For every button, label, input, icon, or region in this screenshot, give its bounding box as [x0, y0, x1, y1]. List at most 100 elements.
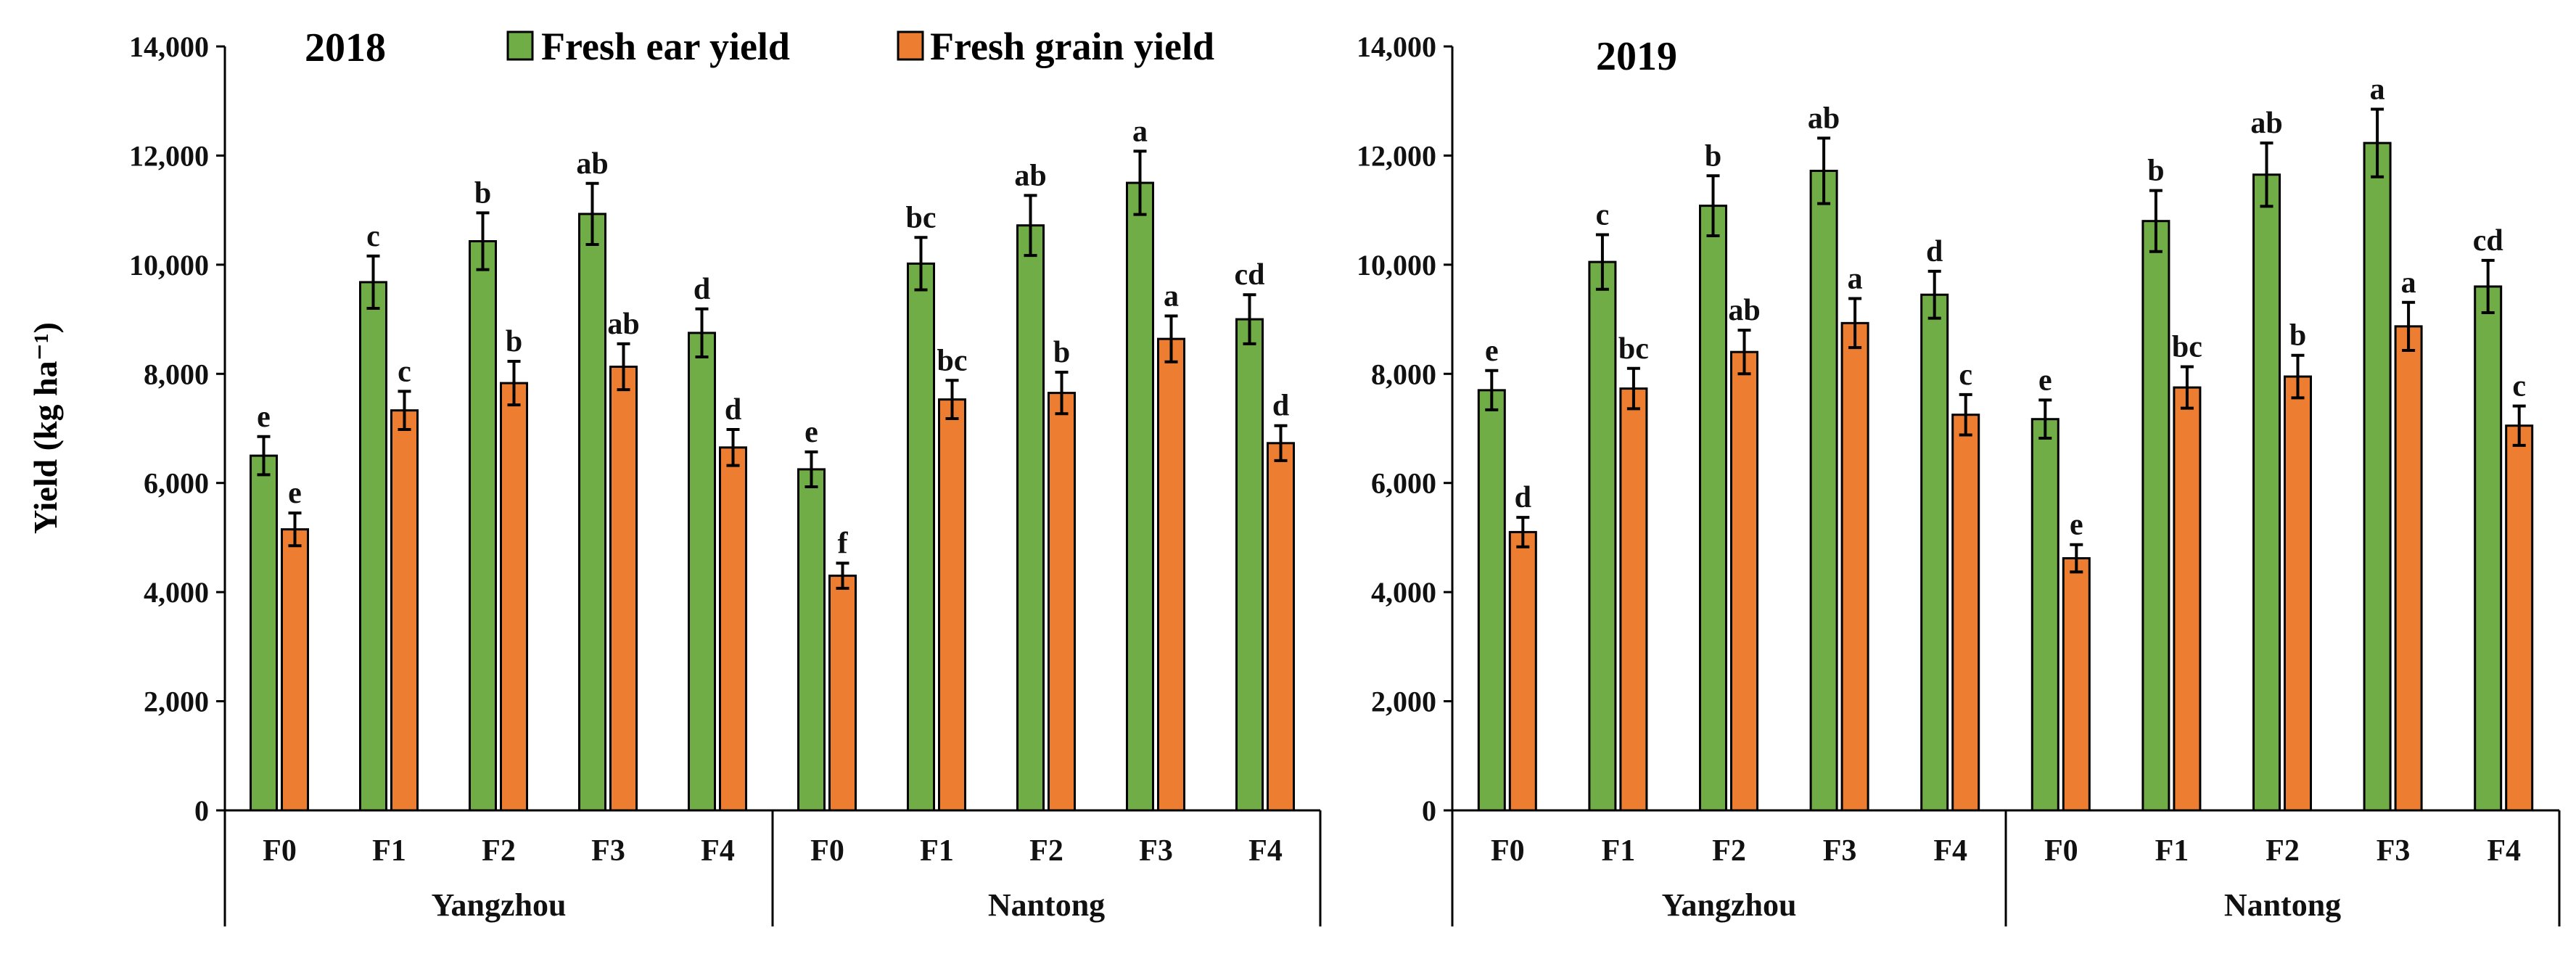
- ear-yield-bar: [2363, 141, 2392, 812]
- significance-letter: a: [1848, 262, 1863, 295]
- location-label: Yangzhou: [1662, 887, 1797, 923]
- panel-title: 2018: [305, 25, 386, 70]
- ear-yield-bar: [1699, 205, 1727, 812]
- ear-yield-bar: [1809, 169, 1838, 812]
- category-label: F0: [810, 834, 844, 868]
- error-bar: [914, 236, 928, 292]
- y-tick-label: 8,000: [1371, 358, 1436, 390]
- grain-yield-bar: [1157, 337, 1185, 812]
- significance-letter: e: [288, 477, 302, 510]
- grain-yield-bar: [2505, 424, 2534, 812]
- significance-letter: b: [1705, 139, 1721, 173]
- grain-yield-bar: [1048, 392, 1076, 812]
- ear-yield-bar: [1016, 224, 1045, 812]
- error-bar: [2291, 353, 2305, 400]
- significance-letter: e: [257, 400, 271, 434]
- grain-yield-bar: [1619, 387, 1648, 812]
- ear-yield-bar: [1235, 318, 1264, 812]
- significance-letter: c: [1596, 198, 1610, 231]
- y-tick-label: 4,000: [144, 576, 209, 609]
- category-label: F1: [372, 834, 406, 868]
- location-label: Nantong: [988, 887, 1105, 923]
- significance-letter: b: [506, 325, 522, 358]
- ear-yield-bar: [2030, 418, 2059, 812]
- error-bar: [1274, 424, 1288, 462]
- significance-letter: b: [474, 176, 491, 210]
- error-bar: [2481, 258, 2495, 315]
- significance-letter: e: [1485, 334, 1499, 368]
- category-label: F4: [1248, 834, 1283, 868]
- category-label: F3: [2377, 834, 2411, 868]
- error-bar: [1737, 329, 1751, 376]
- significance-letter: d: [725, 393, 741, 427]
- significance-letter: c: [1959, 358, 1972, 392]
- significance-letter: c: [398, 355, 411, 388]
- ear-yield-bar: [578, 213, 606, 812]
- error-bar: [2371, 107, 2384, 178]
- grain-yield-bar: [1951, 414, 1980, 812]
- significance-letter: ab: [607, 308, 639, 341]
- y-tick-label: 14,000: [129, 30, 209, 63]
- significance-letter: bc: [2172, 331, 2202, 364]
- ear-yield-bar: [688, 332, 716, 812]
- ear-yield-bar: [907, 262, 935, 812]
- significance-letter: ab: [1014, 159, 1046, 192]
- y-tick-label: 10,000: [129, 249, 209, 281]
- error-bar: [1516, 516, 1530, 548]
- grain-yield-bar: [938, 398, 966, 812]
- error-bar: [2149, 189, 2163, 253]
- significance-letter: d: [1515, 481, 1531, 514]
- significance-letter: b: [2147, 155, 2164, 188]
- grain-yield-bar: [281, 528, 309, 812]
- error-bar: [1817, 136, 1831, 205]
- category-label: F1: [920, 834, 954, 868]
- error-bar: [476, 211, 490, 271]
- error-bar: [1164, 314, 1178, 363]
- error-bar: [695, 307, 709, 358]
- category-label: F0: [2044, 834, 2078, 868]
- significance-letter: e: [2038, 363, 2052, 397]
- error-bar: [805, 450, 818, 488]
- category-label: F4: [2487, 834, 2521, 868]
- significance-letter: bc: [937, 344, 968, 377]
- significance-letter: f: [838, 527, 849, 560]
- ear-yield-bar: [1920, 293, 1949, 812]
- error-bar: [836, 562, 849, 590]
- y-tick-label: 4,000: [1371, 576, 1436, 609]
- y-tick-label: 2,000: [144, 686, 209, 718]
- y-tick-label: 6,000: [1371, 467, 1436, 500]
- ear-yield-bar: [2474, 285, 2503, 812]
- y-axis-title: Yield (kg ha⁻¹): [27, 322, 64, 534]
- error-bar: [507, 359, 521, 407]
- significance-letter: c: [2512, 370, 2526, 403]
- significance-letter: d: [1926, 235, 1943, 268]
- error-bar: [1706, 174, 1720, 237]
- error-bar: [726, 428, 740, 467]
- error-bar: [1024, 194, 1037, 258]
- y-tick-label: 0: [1422, 794, 1436, 827]
- significance-letter: ab: [2250, 107, 2282, 140]
- error-bar: [1626, 366, 1640, 411]
- significance-letter: b: [2289, 319, 2306, 353]
- grain-yield-bar: [2062, 557, 2091, 812]
- error-bar: [1595, 233, 1609, 291]
- location-label: Nantong: [2224, 887, 2341, 923]
- panel-title: 2019: [1596, 34, 1677, 79]
- significance-letter: bc: [906, 201, 937, 234]
- significance-letter: e: [2070, 509, 2083, 542]
- ear-yield-bar: [2252, 173, 2281, 812]
- significance-letter: cd: [1235, 258, 1265, 292]
- error-bar: [2180, 365, 2194, 410]
- error-bar: [2402, 300, 2416, 352]
- grain-yield-bar: [2173, 386, 2202, 812]
- legend: Fresh ear yield Fresh grain yield: [506, 25, 1214, 68]
- significance-letter: a: [1132, 115, 1148, 148]
- error-bar: [257, 435, 271, 477]
- error-bar: [1133, 149, 1147, 216]
- significance-letter: e: [805, 416, 818, 449]
- legend-label-grain: Fresh grain yield: [930, 25, 1214, 68]
- grain-yield-bar: [1508, 530, 1537, 812]
- ear-yield-bar: [250, 454, 278, 812]
- error-bar: [398, 390, 411, 432]
